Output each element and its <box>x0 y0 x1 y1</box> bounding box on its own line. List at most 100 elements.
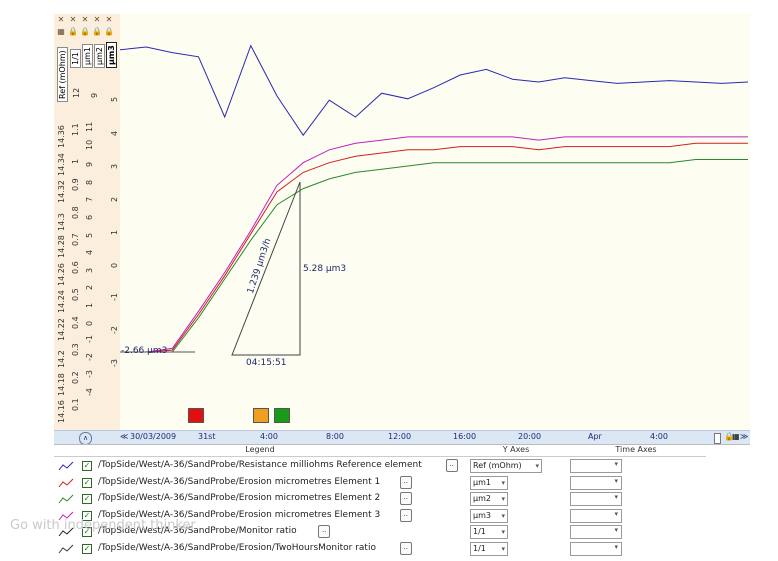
axis-tick: 4 <box>110 130 119 136</box>
axis-tick: 7 <box>85 197 94 203</box>
legend-series-name: /TopSide/West/A-36/SandProbe/Erosion mic… <box>98 493 381 503</box>
series-options-button[interactable]: .. <box>399 475 412 489</box>
axis-tick: 14.34 <box>57 152 66 176</box>
axis-tick: 14.26 <box>57 262 66 286</box>
axis-tick: 1 <box>110 229 119 235</box>
time-label: 30/03/2009 <box>130 432 177 441</box>
y-axis-select-value: µm1 <box>473 477 491 487</box>
axis-tick: 3 <box>85 267 94 273</box>
axis-tick: 8 <box>85 179 94 185</box>
series-options-button[interactable]: .. <box>399 508 412 522</box>
time-axis-select[interactable]: ▾ <box>570 475 622 490</box>
axis-tick: 1 <box>85 302 94 308</box>
axis-tick: 0.8 <box>71 205 80 219</box>
axis-tick: 14.32 <box>57 180 66 203</box>
axis-tick: 0 <box>110 262 119 268</box>
y-axes-header: Y Axes <box>466 445 566 457</box>
unit-tab-ref[interactable]: Ref (mOhm) <box>57 47 68 102</box>
line-style-icon[interactable] <box>58 511 74 521</box>
time-axis-select[interactable]: ▾ <box>570 541 622 556</box>
unit-tab-ratio[interactable]: 1/1 <box>70 49 81 68</box>
axis-tick: 0.9 <box>71 178 80 191</box>
line-style-icon[interactable] <box>58 527 74 537</box>
axis-tick: 4 <box>85 250 94 256</box>
scrollbar-thumb[interactable] <box>714 433 721 444</box>
series-options-button[interactable]: .. <box>445 459 458 472</box>
axis-tick: -2 <box>85 352 94 361</box>
axis-tick: -2 <box>110 326 119 334</box>
legend-header: Legend <box>54 445 466 457</box>
visibility-checkbox[interactable]: ✓ <box>82 461 92 471</box>
chevron-down-icon: ▾ <box>501 528 505 536</box>
scroll-right-icon[interactable]: ≫ <box>740 432 749 441</box>
unit-tab-um1[interactable]: µm1 <box>82 44 93 68</box>
axis-tick: 11 <box>85 121 94 132</box>
close-icon[interactable]: ✕ <box>69 15 77 24</box>
axis-tick: 0.7 <box>71 233 80 246</box>
grid-icon[interactable]: ▦ <box>732 432 740 441</box>
y-axis-select[interactable]: 1/1 ▾ <box>470 525 508 539</box>
close-icon[interactable]: ✕ <box>57 15 65 24</box>
scroll-left-icon[interactable]: ≪ <box>120 432 129 441</box>
time-axis: ∧ ≪ 30/03/2009 31st 4:00 8:00 12:00 16:0… <box>54 430 750 445</box>
y-axis-select[interactable]: µm3 ▾ <box>470 508 508 523</box>
time-axis-select[interactable]: ▾ <box>570 525 622 539</box>
line-style-icon[interactable] <box>58 544 74 554</box>
visibility-checkbox[interactable]: ✓ <box>82 510 92 521</box>
axis-tick: 1 <box>71 158 80 164</box>
axis-tick: 14.36 <box>57 125 66 148</box>
marker-red[interactable] <box>188 408 204 423</box>
grid-icon[interactable]: ▦ <box>57 27 65 36</box>
chevron-down-icon: ▾ <box>501 544 505 553</box>
axis-tick: 14.3 <box>57 212 66 231</box>
series-options-button[interactable]: .. <box>399 541 412 555</box>
axis-tick: 0.5 <box>71 288 80 301</box>
y-axis-select[interactable]: 1/1 ▾ <box>470 541 508 556</box>
time-label: 12:00 <box>388 432 412 441</box>
close-icon[interactable]: ✕ <box>93 15 101 24</box>
legend-row[interactable]: ✓ /TopSide/West/A-36/SandProbe/Erosion mi… <box>54 491 750 507</box>
line-style-icon[interactable] <box>58 478 74 488</box>
series-options-button[interactable]: .. <box>318 525 331 538</box>
unit-tab-um2[interactable]: µm2 <box>94 44 105 68</box>
lock-icon[interactable]: 🔒 <box>104 27 114 36</box>
lock-icon[interactable]: 🔒 <box>68 27 78 36</box>
axis-tick: 14.24 <box>57 290 66 313</box>
axis-tick: 14.18 <box>57 372 66 396</box>
lock-icon[interactable]: 🔒 <box>92 27 102 36</box>
marker-green[interactable] <box>274 408 290 423</box>
close-icon[interactable]: ✕ <box>81 15 89 24</box>
ref-tick: 9 <box>90 92 99 98</box>
lock-icon[interactable]: 🔒 <box>80 27 90 36</box>
chevron-down-icon: ▾ <box>614 460 618 468</box>
y-axis-select[interactable]: µm1 ▾ <box>470 475 508 490</box>
close-icon[interactable]: ✕ <box>105 15 113 24</box>
axis-tick: -1 <box>85 335 94 344</box>
visibility-checkbox[interactable]: ✓ <box>82 494 92 504</box>
legend-row[interactable]: ✓ /TopSide/West/A-36/SandProbe/Resistance… <box>54 458 750 474</box>
axis-tick: -3 <box>85 370 94 379</box>
time-axis-select[interactable]: ▾ <box>570 459 622 473</box>
y-axis-select-value: µm3 <box>473 510 491 520</box>
time-axis-select[interactable]: ▾ <box>570 492 622 506</box>
legend-row[interactable]: ✓ /TopSide/West/A-36/SandProbe/Monitor ra… <box>54 524 750 540</box>
series-options-button[interactable]: .. <box>399 492 412 505</box>
axis-tick: 14.2 <box>57 350 66 368</box>
time-axis-select[interactable]: ▾ <box>570 508 622 523</box>
marker-orange[interactable] <box>253 408 269 423</box>
legend-row[interactable]: ✓ /TopSide/West/A-36/SandProbe/Erosion/Tw… <box>54 541 750 557</box>
line-style-icon[interactable] <box>58 461 74 471</box>
visibility-checkbox[interactable]: ✓ <box>82 527 92 537</box>
lock-icon[interactable]: 🔒 <box>724 432 734 441</box>
visibility-checkbox[interactable]: ✓ <box>82 543 92 554</box>
unit-tab-um3[interactable]: µm3 <box>106 42 117 68</box>
axis-tick: 0.2 <box>71 370 80 384</box>
y-axis-select[interactable]: µm2 ▾ <box>470 492 508 506</box>
time-label: Apr <box>588 432 602 441</box>
line-style-icon[interactable] <box>58 494 74 504</box>
y-axis-select[interactable]: Ref (mOhm) ▾ <box>470 459 542 473</box>
legend-row[interactable]: ✓ /TopSide/West/A-36/SandProbe/Erosion mi… <box>54 508 750 524</box>
legend-row[interactable]: ✓ /TopSide/West/A-36/SandProbe/Erosion mi… <box>54 475 750 491</box>
visibility-checkbox[interactable]: ✓ <box>82 477 92 488</box>
y-axis-select-value: 1/1 <box>473 527 486 536</box>
